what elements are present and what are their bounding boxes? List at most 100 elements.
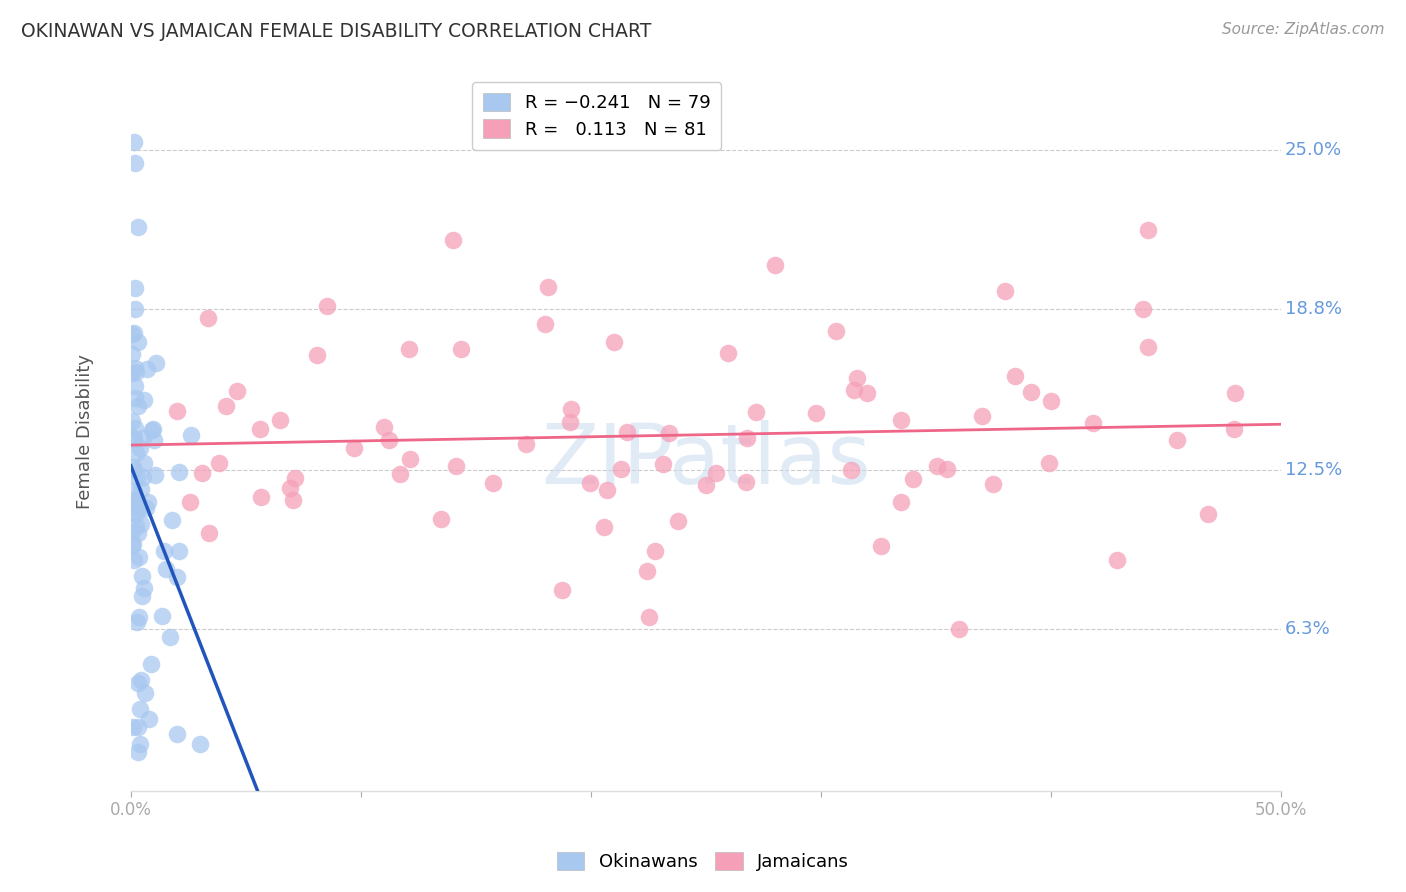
- Point: [153, 544, 176, 558]
- Point: [537, 280, 560, 294]
- Point: [124, 155, 146, 169]
- Point: [166, 727, 188, 741]
- Point: [981, 477, 1004, 491]
- Point: [167, 465, 190, 479]
- Point: [1166, 433, 1188, 447]
- Point: [134, 686, 156, 700]
- Point: [373, 420, 395, 434]
- Point: [745, 405, 768, 419]
- Point: [129, 441, 152, 455]
- Point: [307, 348, 329, 362]
- Point: [281, 492, 304, 507]
- Point: [136, 495, 159, 509]
- Point: [948, 622, 970, 636]
- Point: [638, 610, 661, 624]
- Point: [124, 301, 146, 316]
- Point: [890, 413, 912, 427]
- Point: [143, 467, 166, 482]
- Point: [558, 416, 581, 430]
- Point: [191, 466, 214, 480]
- Point: [925, 458, 948, 473]
- Point: [763, 258, 786, 272]
- Point: [125, 491, 148, 506]
- Point: [138, 712, 160, 726]
- Point: [124, 421, 146, 435]
- Text: 12.5%: 12.5%: [1285, 461, 1341, 479]
- Point: [704, 467, 727, 481]
- Text: ZIPatlas: ZIPatlas: [541, 420, 870, 501]
- Point: [1105, 552, 1128, 566]
- Point: [970, 409, 993, 423]
- Point: [135, 362, 157, 376]
- Point: [666, 514, 689, 528]
- Point: [1038, 456, 1060, 470]
- Point: [132, 431, 155, 445]
- Point: [603, 335, 626, 350]
- Point: [121, 720, 143, 734]
- Point: [388, 467, 411, 482]
- Point: [315, 299, 337, 313]
- Text: Female Disability: Female Disability: [76, 354, 94, 509]
- Point: [610, 462, 633, 476]
- Point: [515, 437, 537, 451]
- Point: [1197, 507, 1219, 521]
- Point: [180, 428, 202, 442]
- Point: [145, 356, 167, 370]
- Point: [179, 495, 201, 509]
- Point: [1004, 369, 1026, 384]
- Point: [250, 491, 273, 505]
- Legend: R = −0.241   N = 79, R =   0.113   N = 81: R = −0.241 N = 79, R = 0.113 N = 81: [472, 82, 721, 150]
- Point: [207, 456, 229, 470]
- Point: [717, 346, 740, 360]
- Point: [155, 562, 177, 576]
- Point: [121, 366, 143, 380]
- Point: [132, 456, 155, 470]
- Point: [128, 500, 150, 515]
- Point: [122, 431, 145, 445]
- Point: [132, 582, 155, 596]
- Point: [129, 738, 152, 752]
- Point: [125, 493, 148, 508]
- Point: [122, 463, 145, 477]
- Point: [446, 458, 468, 473]
- Point: [167, 544, 190, 558]
- Text: 6.3%: 6.3%: [1285, 620, 1330, 638]
- Point: [399, 452, 422, 467]
- Point: [579, 476, 602, 491]
- Point: [122, 326, 145, 341]
- Point: [846, 370, 869, 384]
- Point: [121, 414, 143, 428]
- Point: [150, 609, 173, 624]
- Point: [141, 423, 163, 437]
- Point: [124, 392, 146, 406]
- Point: [128, 549, 150, 564]
- Text: Source: ZipAtlas.com: Source: ZipAtlas.com: [1222, 22, 1385, 37]
- Point: [1222, 422, 1244, 436]
- Point: [125, 506, 148, 520]
- Point: [1040, 394, 1063, 409]
- Point: [142, 433, 165, 447]
- Point: [695, 478, 717, 492]
- Point: [127, 399, 149, 413]
- Point: [122, 537, 145, 551]
- Point: [482, 476, 505, 491]
- Point: [121, 497, 143, 511]
- Point: [124, 507, 146, 521]
- Text: 18.8%: 18.8%: [1285, 300, 1341, 318]
- Point: [198, 526, 221, 541]
- Point: [121, 326, 143, 341]
- Point: [534, 317, 557, 331]
- Point: [994, 284, 1017, 298]
- Point: [127, 615, 149, 629]
- Point: [129, 673, 152, 687]
- Point: [636, 564, 658, 578]
- Legend: Okinawans, Jamaicans: Okinawans, Jamaicans: [550, 845, 856, 879]
- Point: [127, 745, 149, 759]
- Point: [1137, 340, 1160, 354]
- Point: [132, 470, 155, 484]
- Point: [856, 386, 879, 401]
- Point: [441, 233, 464, 247]
- Point: [131, 569, 153, 583]
- Point: [131, 589, 153, 603]
- Point: [1132, 301, 1154, 316]
